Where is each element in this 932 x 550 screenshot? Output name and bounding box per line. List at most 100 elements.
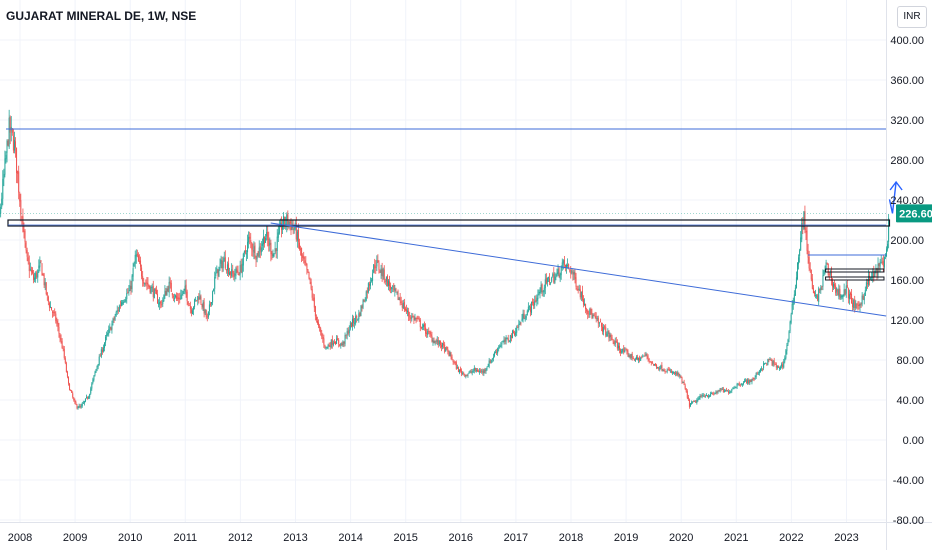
candle-body xyxy=(416,318,418,319)
candle-body xyxy=(534,300,536,305)
candle-body xyxy=(134,254,136,264)
candle-body xyxy=(203,301,205,314)
candle-body xyxy=(855,303,857,309)
candle-body xyxy=(703,395,705,397)
candle-body xyxy=(849,293,851,295)
candle-body xyxy=(183,288,185,291)
candle-body xyxy=(449,352,451,357)
candle-body xyxy=(252,250,254,252)
candle-body xyxy=(596,318,598,319)
candle-body xyxy=(515,331,517,336)
candle-body xyxy=(135,254,137,257)
candle-body xyxy=(702,395,704,397)
candle-body xyxy=(187,301,189,305)
candle-body xyxy=(533,302,535,306)
y-tick-label: 0.00 xyxy=(903,435,924,447)
support-zone-box xyxy=(825,276,885,281)
candle-body xyxy=(86,396,88,399)
price-axis[interactable]: -80.00 -40.00 0.00 40.00 80.00 120.00 160.00 20… xyxy=(890,35,924,527)
candle-body xyxy=(73,397,75,400)
candle-body xyxy=(128,290,130,293)
x-tick-label: 2023 xyxy=(834,532,858,544)
candle-body xyxy=(278,226,280,234)
symbol-title[interactable]: GUJARAT MINERAL DE, 1W, NSE xyxy=(6,9,197,23)
candle-body xyxy=(11,128,13,133)
candle-body xyxy=(189,305,191,310)
candle-body xyxy=(371,279,373,281)
candle-body xyxy=(318,322,320,326)
candle-body xyxy=(589,309,591,315)
currency-button[interactable]: INR xyxy=(897,6,927,28)
candle-body xyxy=(455,362,457,369)
candle-body xyxy=(456,367,458,369)
candle-body xyxy=(594,316,596,317)
candle-body xyxy=(379,271,381,273)
candle-body xyxy=(568,264,570,269)
candle-body xyxy=(211,302,213,304)
candle-body xyxy=(877,263,879,276)
candle-body xyxy=(618,345,620,351)
candle-body xyxy=(336,338,338,344)
candle-body xyxy=(673,371,675,373)
candle-body xyxy=(302,255,304,258)
x-tick-label: 2008 xyxy=(8,532,32,544)
candle-body xyxy=(577,289,579,291)
candle-body xyxy=(301,247,303,256)
candle-body xyxy=(626,349,628,352)
candle-body xyxy=(466,374,468,376)
candle-body xyxy=(487,366,489,367)
candle-body xyxy=(607,331,609,334)
candle-body xyxy=(219,264,221,266)
candle-body xyxy=(57,322,59,327)
candle-body xyxy=(711,392,713,395)
candle-body xyxy=(392,285,394,287)
candle-body xyxy=(645,354,647,356)
candle-body xyxy=(759,369,761,373)
candle-body xyxy=(768,359,770,360)
candle-body xyxy=(266,232,268,237)
candle-body xyxy=(616,342,618,349)
candle-body xyxy=(23,230,25,232)
candle-body xyxy=(575,277,577,287)
candle-body xyxy=(315,317,317,320)
candle-body xyxy=(254,245,256,259)
candle-body xyxy=(772,361,774,366)
candle-body xyxy=(625,349,627,351)
candle-body xyxy=(476,369,478,372)
time-axis[interactable]: 2008 2009 2010 2011 2012 2013 2014 2015 2016 2017… xyxy=(8,532,859,544)
candle-body xyxy=(425,327,427,334)
candle-body xyxy=(30,270,32,272)
candle-body xyxy=(55,313,57,322)
candle-body xyxy=(16,147,18,174)
candle-body xyxy=(463,372,465,374)
x-tick-label: 2014 xyxy=(338,532,362,544)
candle-body xyxy=(428,331,430,333)
candle-body xyxy=(554,276,556,284)
candle-body xyxy=(592,315,594,318)
candle-body xyxy=(742,382,744,384)
candle-body xyxy=(833,283,835,288)
candle-body xyxy=(604,326,606,328)
candle-body xyxy=(766,363,768,365)
candle-body xyxy=(432,340,434,343)
candle-body xyxy=(815,295,817,296)
candle-body xyxy=(435,341,437,343)
candle-body xyxy=(879,261,881,267)
candle-body xyxy=(248,236,250,243)
candle-body xyxy=(501,342,503,345)
candle-body xyxy=(127,291,129,293)
candle-body xyxy=(326,346,328,348)
candle-body xyxy=(194,299,196,308)
candle-body xyxy=(587,310,589,315)
candle-body xyxy=(835,285,837,293)
candle-body xyxy=(362,300,364,308)
candle-body xyxy=(72,393,74,398)
candle-body xyxy=(310,281,312,289)
candle-body xyxy=(204,309,206,314)
candle-body xyxy=(778,368,780,370)
candle-body xyxy=(110,327,112,331)
candle-body xyxy=(221,260,223,269)
candle-body xyxy=(671,372,673,374)
candle-body xyxy=(163,295,165,301)
